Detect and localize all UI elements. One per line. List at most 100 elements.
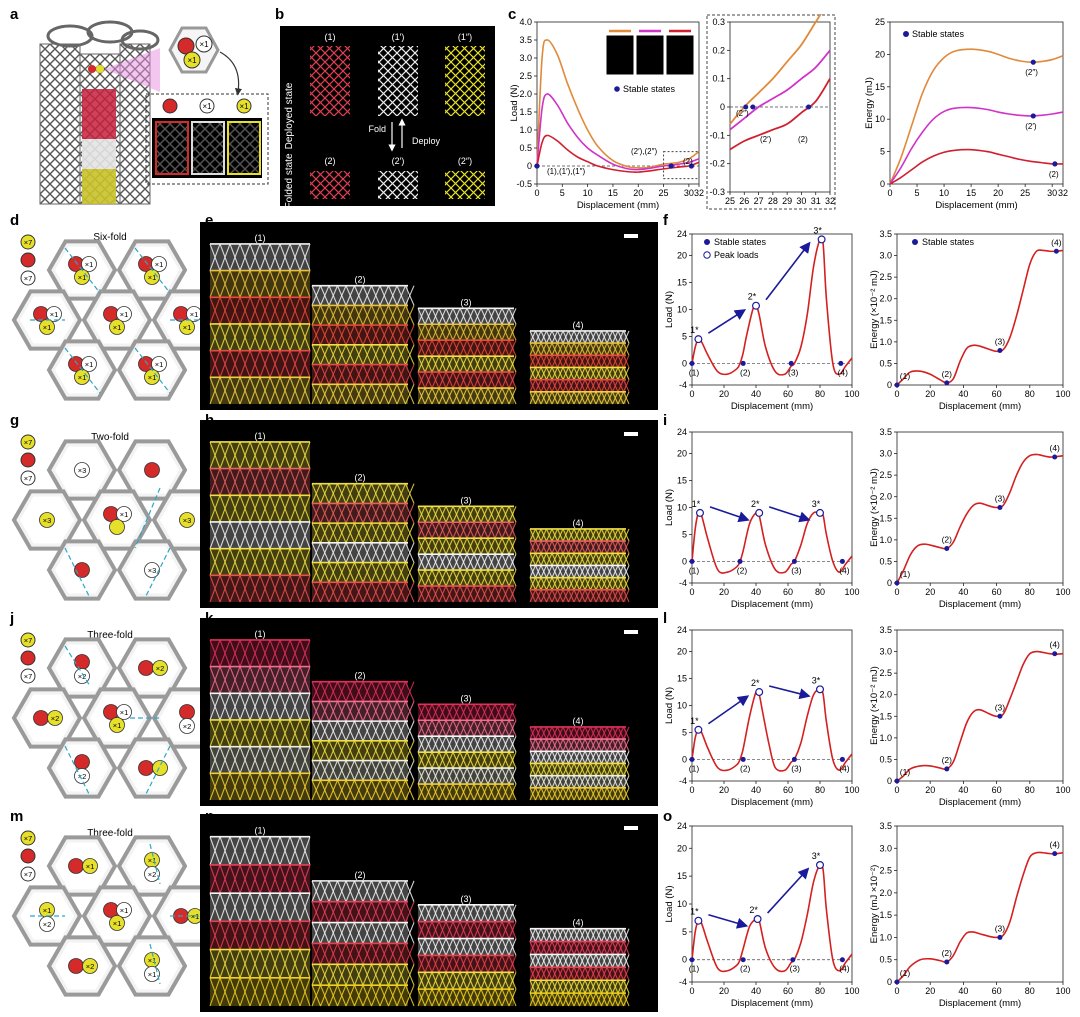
lattice-strut bbox=[578, 928, 586, 942]
lattice-strut bbox=[387, 522, 398, 544]
stable-point bbox=[839, 957, 845, 963]
lattice-strut bbox=[345, 324, 356, 346]
lattice-strut bbox=[501, 569, 510, 587]
lattice-strut bbox=[319, 483, 330, 504]
lattice-strut bbox=[438, 955, 447, 973]
lattice-strut bbox=[545, 967, 553, 981]
stable-point bbox=[839, 558, 845, 564]
lattice-strut bbox=[466, 751, 475, 769]
lattice-strut bbox=[487, 324, 496, 341]
lattice-strut bbox=[353, 483, 364, 504]
lattice-strut bbox=[353, 720, 364, 742]
lattice-strut bbox=[589, 367, 597, 380]
lattice-strut bbox=[336, 503, 347, 524]
lattice-strut bbox=[480, 371, 489, 389]
lattice-strut bbox=[459, 921, 468, 939]
b-label-2pp: (2″) bbox=[458, 156, 472, 166]
lattice-strut bbox=[466, 938, 475, 956]
lattice-strut bbox=[362, 364, 373, 385]
x-tick-label: 31 bbox=[811, 196, 821, 206]
y-tick-label: 2.0 bbox=[879, 690, 892, 700]
lattice-strut bbox=[494, 339, 503, 357]
y-tick-label: 1.5 bbox=[879, 513, 892, 523]
panel-l-energy-chart: 3.53.02.52.01.51.00.500 20 40 60 80 100Displa… bbox=[869, 625, 1071, 808]
lattice-strut bbox=[617, 763, 625, 776]
lattice-strut bbox=[417, 783, 426, 801]
lattice-strut bbox=[567, 553, 575, 566]
lattice-strut bbox=[328, 720, 339, 742]
lattice-strut bbox=[209, 468, 221, 496]
lattice-strut bbox=[424, 904, 433, 922]
lattice-strut bbox=[452, 506, 461, 523]
lattice-strut bbox=[556, 553, 564, 566]
lattice-strut bbox=[328, 483, 339, 504]
lattice-strut bbox=[480, 720, 489, 737]
lattice-strut bbox=[404, 984, 415, 1007]
disc-count: ×1 bbox=[78, 273, 87, 282]
y-tick-label: 2.5 bbox=[879, 668, 892, 678]
lattice-strut bbox=[239, 575, 251, 603]
lattice-strut bbox=[289, 468, 301, 496]
lattice-strut bbox=[545, 379, 553, 393]
stable-label: (3) bbox=[995, 336, 1006, 346]
lattice-strut bbox=[617, 787, 625, 801]
lattice-strut bbox=[545, 577, 553, 591]
lattice-strut bbox=[311, 701, 322, 722]
lattice-band bbox=[530, 577, 626, 590]
disc-white bbox=[81, 356, 97, 372]
trend-arrow bbox=[707, 309, 747, 334]
lattice-strut bbox=[529, 379, 537, 393]
lattice-strut bbox=[239, 864, 251, 894]
lattice-strut bbox=[249, 270, 261, 298]
y-tick-label: 0 bbox=[887, 776, 892, 786]
lattice-strut bbox=[299, 243, 311, 271]
lattice-band bbox=[312, 582, 408, 602]
disc-red bbox=[179, 704, 195, 720]
lattice-strut bbox=[438, 553, 447, 571]
lattice-band bbox=[210, 639, 310, 667]
lattice-strut bbox=[540, 980, 548, 994]
lattice-strut bbox=[452, 537, 461, 555]
inset-ann-1: (2′) bbox=[760, 135, 772, 144]
lattice-strut bbox=[362, 344, 373, 365]
lattice-strut bbox=[487, 972, 496, 990]
lattice-strut bbox=[567, 726, 575, 740]
lattice-strut bbox=[336, 285, 347, 306]
lattice-strut bbox=[584, 967, 592, 981]
x-axis-label: Displacement (mm) bbox=[939, 797, 1021, 808]
lattice-strut bbox=[229, 243, 241, 271]
lattice-strut bbox=[396, 305, 407, 326]
stable-label: (1) bbox=[689, 565, 700, 575]
state-label: (2) bbox=[355, 473, 366, 483]
lattice-strut bbox=[466, 569, 475, 587]
lattice-strut bbox=[573, 763, 581, 776]
y-tick-label: 3.5 bbox=[879, 427, 892, 437]
lattice-strut bbox=[404, 901, 415, 923]
lattice-strut bbox=[417, 355, 426, 373]
lattice-band bbox=[312, 364, 408, 385]
lattice-band bbox=[210, 521, 310, 549]
lattice-band bbox=[210, 323, 310, 351]
lattice-strut bbox=[249, 548, 261, 576]
y-tick-label: 5 bbox=[682, 727, 687, 737]
lattice-band bbox=[530, 367, 626, 380]
lattice-strut bbox=[562, 330, 570, 344]
lattice-strut bbox=[473, 537, 482, 555]
lattice-strut bbox=[438, 767, 447, 785]
lattice-strut bbox=[249, 892, 261, 922]
lattice-strut bbox=[209, 719, 221, 747]
lattice-strut bbox=[573, 367, 581, 380]
lattice-strut bbox=[279, 377, 291, 405]
y-tick-label: 24 bbox=[677, 821, 687, 831]
lattice-strut bbox=[311, 964, 322, 986]
lattice-strut bbox=[328, 901, 339, 923]
x-tick-label: 40 bbox=[958, 785, 968, 795]
lattice-strut bbox=[319, 681, 330, 702]
lattice-strut bbox=[578, 967, 586, 981]
lattice-strut bbox=[622, 967, 630, 981]
lattice-strut bbox=[249, 773, 261, 801]
lattice-strut bbox=[417, 324, 426, 341]
lattice-strut bbox=[269, 297, 281, 325]
